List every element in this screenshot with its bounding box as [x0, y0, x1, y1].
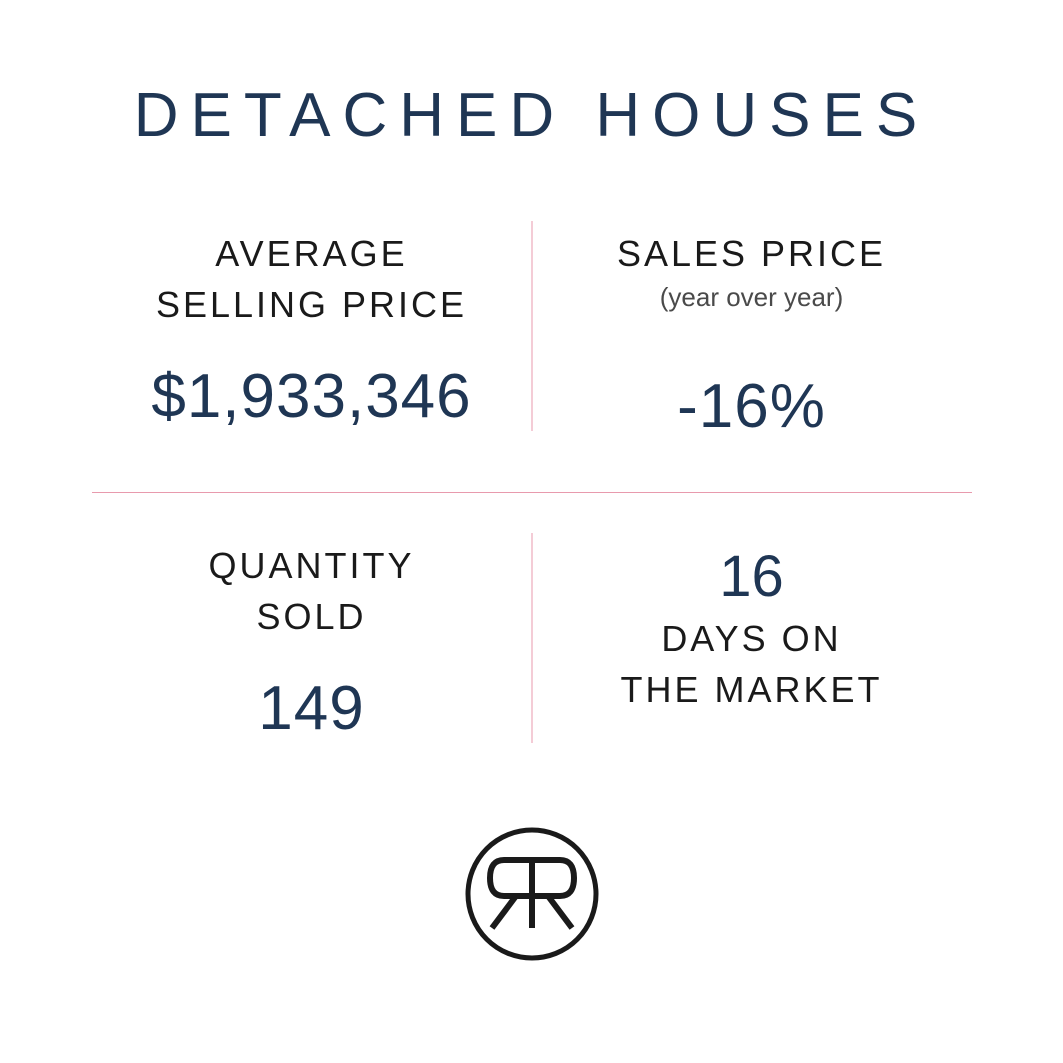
avg-selling-price-value: $1,933,346: [151, 361, 471, 432]
days-on-market-cell: 16 DAYS ON THE MARKET: [532, 533, 972, 784]
sales-price-sublabel: (year over year): [660, 282, 844, 313]
sales-price-label: SALES PRICE: [617, 231, 886, 276]
avg-selling-price-cell: AVERAGE SELLING PRICE $1,933,346: [92, 221, 532, 482]
rr-logo-icon: [462, 824, 602, 964]
quantity-sold-value: 149: [258, 673, 364, 744]
bottom-row: QUANTITY SOLD 149 16 DAYS ON THE MARKET: [92, 533, 972, 784]
avg-selling-price-label-1: AVERAGE: [215, 231, 407, 276]
stats-grid: AVERAGE SELLING PRICE $1,933,346 SALES P…: [92, 221, 972, 784]
quantity-sold-label-2: SOLD: [256, 594, 366, 639]
page-title: DETACHED HOUSES: [134, 80, 930, 151]
days-on-market-label-2: THE MARKET: [620, 667, 882, 712]
vertical-divider-bottom: [531, 533, 532, 743]
top-row: AVERAGE SELLING PRICE $1,933,346 SALES P…: [92, 221, 972, 482]
sales-price-cell: SALES PRICE (year over year) -16%: [532, 221, 972, 482]
days-on-market-label-1: DAYS ON: [661, 616, 841, 661]
days-on-market-value: 16: [719, 543, 784, 610]
vertical-divider-top: [531, 221, 532, 431]
avg-selling-price-label-2: SELLING PRICE: [156, 282, 467, 327]
sales-price-value: -16%: [677, 371, 826, 442]
quantity-sold-cell: QUANTITY SOLD 149: [92, 533, 532, 784]
quantity-sold-label-1: QUANTITY: [208, 543, 414, 588]
horizontal-divider: [92, 492, 972, 493]
